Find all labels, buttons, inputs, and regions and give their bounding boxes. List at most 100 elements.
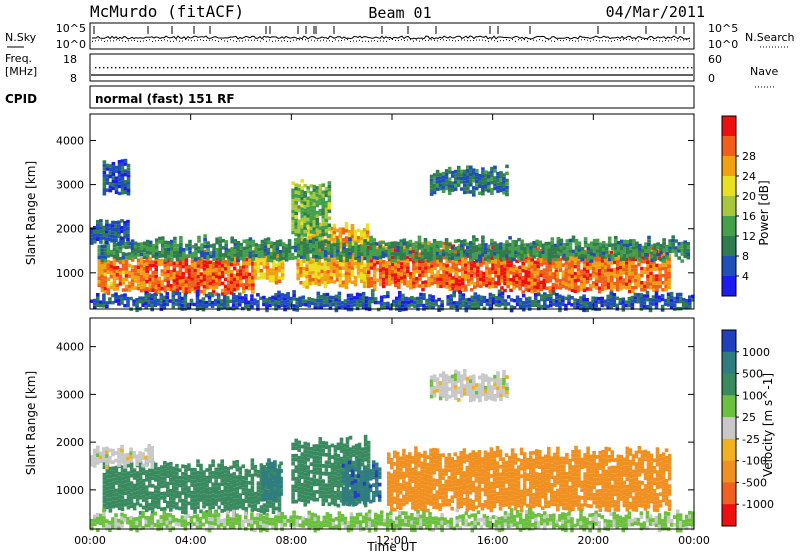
heatmap-cell <box>102 491 107 496</box>
heatmap-cell <box>554 280 559 284</box>
heatmap-cell <box>144 489 149 493</box>
heatmap-cell <box>100 288 105 293</box>
heatmap-cell <box>324 214 329 219</box>
heatmap-cell <box>139 278 144 282</box>
heatmap-cell <box>597 272 602 276</box>
heatmap-cell <box>490 242 494 246</box>
heatmap-cell <box>327 258 331 262</box>
heatmap-cell <box>444 169 449 173</box>
heatmap-cell <box>117 231 121 235</box>
heatmap-cell <box>466 186 470 191</box>
heatmap-cell <box>105 230 109 234</box>
heatmap-cell <box>366 266 371 271</box>
heatmap-cell <box>172 497 176 501</box>
heatmap-cell <box>394 276 398 281</box>
nave-dot <box>235 67 237 69</box>
heatmap-cell <box>156 497 161 502</box>
heatmap-cell <box>500 272 504 276</box>
heatmap-cell <box>484 246 488 251</box>
heatmap-cell <box>571 239 576 243</box>
heatmap-cell <box>452 294 456 298</box>
heatmap-cell <box>206 244 210 249</box>
heatmap-cell <box>111 172 116 176</box>
heatmap-cell <box>144 508 149 513</box>
heatmap-cell <box>300 235 304 240</box>
heatmap-cell <box>126 219 130 224</box>
heatmap-cell <box>370 296 375 300</box>
heatmap-cell <box>160 465 164 470</box>
heatmap-cell <box>153 477 158 482</box>
heatmap-cell <box>312 230 317 235</box>
nave-dot <box>111 67 113 69</box>
heatmap-cell <box>105 167 110 171</box>
heatmap-cell <box>638 243 642 248</box>
heatmap-cell <box>381 270 386 275</box>
heatmap-cell <box>406 284 410 288</box>
heatmap-cell <box>427 283 431 288</box>
heatmap-cell <box>242 239 247 243</box>
heatmap-cell <box>106 266 111 271</box>
heatmap-cell <box>111 489 116 494</box>
heatmap-cell <box>295 308 299 312</box>
heatmap-cell <box>226 273 231 277</box>
heatmap-cell <box>271 268 276 272</box>
heatmap-cell <box>634 268 638 272</box>
heatmap-cell <box>103 248 108 252</box>
heatmap-cell <box>168 299 173 303</box>
heatmap-cell <box>108 508 113 513</box>
heatmap-cell <box>478 250 482 255</box>
heatmap-cell <box>174 302 179 306</box>
heatmap-cell <box>135 478 140 483</box>
heatmap-cell <box>448 287 452 292</box>
heatmap-cell <box>662 248 666 253</box>
heatmap-cell <box>176 247 180 251</box>
heatmap-cell <box>438 240 443 245</box>
heatmap-cell <box>475 245 479 249</box>
heatmap-cell <box>239 246 244 250</box>
heatmap-cell <box>600 280 605 284</box>
heatmap-cell <box>591 267 596 271</box>
heatmap-cell <box>409 282 413 287</box>
heatmap-cell <box>226 283 231 288</box>
heatmap-cell <box>412 260 416 264</box>
heatmap-cell <box>274 266 279 271</box>
heatmap-cell <box>573 257 578 262</box>
heatmap-cell <box>454 260 459 264</box>
heatmap-cell <box>198 306 203 310</box>
heatmap-cell <box>429 253 434 258</box>
heatmap-cell <box>229 277 234 281</box>
heatmap-cell <box>481 249 485 254</box>
heatmap-cell <box>382 302 387 306</box>
heatmap-cell <box>151 270 155 275</box>
heatmap-cell <box>118 246 123 250</box>
heatmap-cell <box>169 481 173 485</box>
heatmap-cell <box>379 302 384 307</box>
heatmap-cell <box>120 495 125 500</box>
nave-dot <box>179 67 181 69</box>
heatmap-cell <box>586 246 591 251</box>
heatmap-cell <box>181 483 185 488</box>
heatmap-cell <box>216 293 221 297</box>
nave-dot <box>283 67 285 69</box>
heatmap-cell <box>592 253 597 257</box>
heatmap-cell <box>613 260 617 265</box>
heatmap-cell <box>147 506 152 511</box>
heatmap-cell <box>321 197 326 201</box>
heatmap-cell <box>632 242 636 247</box>
heatmap-cell <box>309 205 314 209</box>
heatmap-cell <box>224 250 228 255</box>
heatmap-cell <box>625 275 629 279</box>
heatmap-cell <box>197 249 201 254</box>
heatmap-cell <box>175 288 180 292</box>
heatmap-cell <box>499 171 503 175</box>
heatmap-cell <box>123 187 128 191</box>
heatmap-cell <box>145 272 149 277</box>
heatmap-cell <box>166 259 171 263</box>
heatmap-cell <box>428 301 432 305</box>
heatmap-cell <box>144 470 149 474</box>
heatmap-cell <box>479 277 483 281</box>
heatmap-cell <box>567 269 572 274</box>
heatmap-cell <box>220 267 225 271</box>
heatmap-cell <box>229 291 234 295</box>
heatmap-cell <box>548 286 553 290</box>
